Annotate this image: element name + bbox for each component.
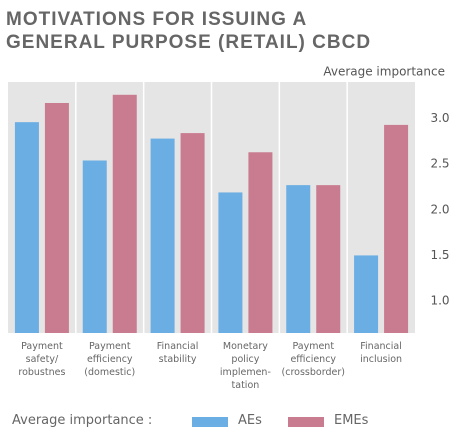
x-tick-label: Payment safety/ robustnes [18,341,66,378]
chart-title: MOTIVATIONS FOR ISSUING A GENERAL PURPOS… [6,9,372,53]
bar [316,185,341,333]
legend-swatch [288,417,324,427]
bar [82,160,107,333]
axis-label: Average importance [323,65,445,79]
x-tick-label: Monetary policy implemen-tation [219,341,271,391]
bar [248,152,273,333]
x-tick-label: Payment efficiency (crossborder) [281,341,345,378]
y-tick-label: 2.0 [430,202,449,216]
y-tick-label: 1.0 [430,294,449,308]
bar [384,124,409,333]
y-tick-label: 1.5 [430,248,449,262]
x-tick-label: Financial stability [156,341,199,365]
x-tick-label: Financial inclusion [360,341,403,365]
bar [218,192,243,333]
legend-label: AEs [238,413,262,428]
legend-label: EMEs [334,413,369,428]
bar [354,255,379,333]
bar [286,185,311,333]
bar [112,94,137,333]
x-tick-label: Payment efficiency (domestic) [84,341,136,378]
y-tick-label: 3.0 [430,111,449,125]
legend-title: Average importance : [12,413,153,428]
bar [180,133,205,333]
bar [150,138,175,333]
bar [44,102,69,333]
y-tick-label: 2.5 [430,157,449,171]
bar [14,122,39,333]
legend-swatch [192,417,228,427]
